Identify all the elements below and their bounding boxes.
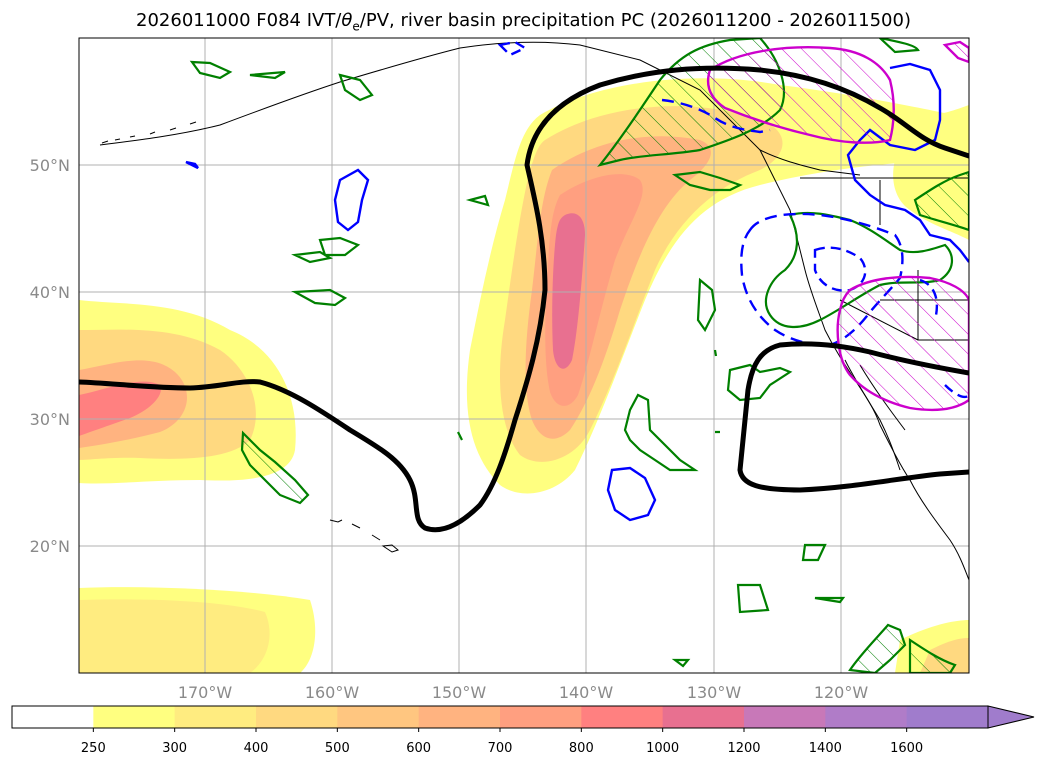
longitude-labels: 170°W 160°W 150°W 140°W 130°W 120°W — [178, 683, 869, 702]
precip-negative-4 — [813, 246, 867, 292]
colorbar-tick-label: 1000 — [646, 741, 679, 756]
latitude-labels: 50°N 40°N 30°N 20°N — [30, 156, 70, 556]
colorbar-swatch — [906, 706, 989, 728]
aleutian-islands — [101, 121, 197, 144]
colorbar-tick-label: 250 — [81, 741, 106, 756]
ivt-river-1000 — [552, 213, 585, 369]
pv-contour-7 — [623, 393, 699, 472]
colorbar-swatch — [500, 706, 582, 728]
colorbar-tick-label: 500 — [325, 741, 350, 756]
pv-contour-14 — [848, 623, 907, 673]
precip-positive-3 — [846, 62, 969, 263]
precip-positive-1 — [333, 168, 370, 232]
precip-negative-2 — [661, 98, 771, 134]
colorbar-swatch — [418, 706, 501, 728]
map-frame — [78, 37, 970, 674]
colorbar-swatch — [256, 706, 338, 728]
precip-magenta-3 — [942, 40, 969, 64]
lon-tick-label: 140°W — [559, 683, 614, 702]
colorbar-tick-label: 400 — [244, 741, 269, 756]
pv-contour-16 — [913, 170, 969, 232]
pv-contour-12 — [465, 194, 490, 207]
lat-tick-label: 20°N — [30, 537, 70, 556]
pv-contour-8 — [240, 430, 310, 505]
colorbar-swatch — [662, 706, 745, 728]
precip-magenta-2 — [836, 275, 969, 412]
hawaii-islands — [329, 519, 400, 553]
theta-e-contour-main — [79, 65, 969, 533]
pv-contour-15 — [908, 637, 957, 673]
lat-tick-label: 40°N — [30, 283, 70, 302]
lon-tick-label: 150°W — [432, 683, 487, 702]
precip-negative-1 — [740, 212, 904, 347]
colorbar-tick-label: 300 — [162, 741, 187, 756]
lat-tick-label: 50°N — [30, 156, 70, 175]
colorbar-labels: 250 300 400 500 600 700 800 1000 1200 1400 1600 — [81, 728, 923, 756]
pv-contour-2 — [878, 38, 920, 54]
colorbar-swatch — [825, 706, 908, 728]
lon-tick-label: 160°W — [305, 683, 360, 702]
colorbar — [11, 705, 1035, 729]
lon-tick-label: 120°W — [814, 683, 869, 702]
ivt-plume-west-800 — [79, 381, 161, 436]
ivt-south-400 — [79, 599, 270, 673]
pv-contour-4 — [671, 170, 743, 192]
chart-title: 2026011000 F084 IVT/θe/PV, river basin p… — [136, 10, 911, 34]
pv-contour-5 — [696, 277, 717, 333]
colorbar-swatch — [581, 706, 664, 728]
theta-e-contour-east — [737, 341, 969, 493]
colorbar-swatch — [93, 706, 176, 728]
lon-tick-label: 170°W — [178, 683, 233, 702]
colorbar-tick-label: 1200 — [727, 741, 760, 756]
colorbar-tick-label: 800 — [569, 741, 594, 756]
colorbar-tick-label: 700 — [488, 741, 513, 756]
ivt-shading — [79, 78, 969, 673]
pv-contour-11 — [189, 60, 374, 102]
colorbar-swatch — [12, 706, 94, 728]
colorbar-swatch — [337, 706, 420, 728]
precip-positive-2 — [606, 466, 657, 522]
precip-negative-3 — [497, 40, 528, 57]
colorbar-swatch — [744, 706, 826, 728]
pv-contour-9 — [291, 236, 361, 264]
theta-e-contours — [79, 65, 969, 533]
pv-contour-17 — [457, 349, 720, 668]
colorbar-tick-label: 1600 — [890, 741, 923, 756]
colorbar-tick-label: 600 — [406, 741, 431, 756]
precip-positive-4 — [185, 160, 199, 170]
pv-contour-10 — [291, 288, 348, 307]
colorbar-extend-arrow — [987, 705, 1035, 729]
lon-tick-label: 130°W — [687, 683, 742, 702]
pv-contour-13 — [736, 543, 846, 614]
colorbar-tick-label: 1400 — [809, 741, 842, 756]
colorbar-swatch — [174, 706, 257, 728]
lat-tick-label: 30°N — [30, 410, 70, 429]
